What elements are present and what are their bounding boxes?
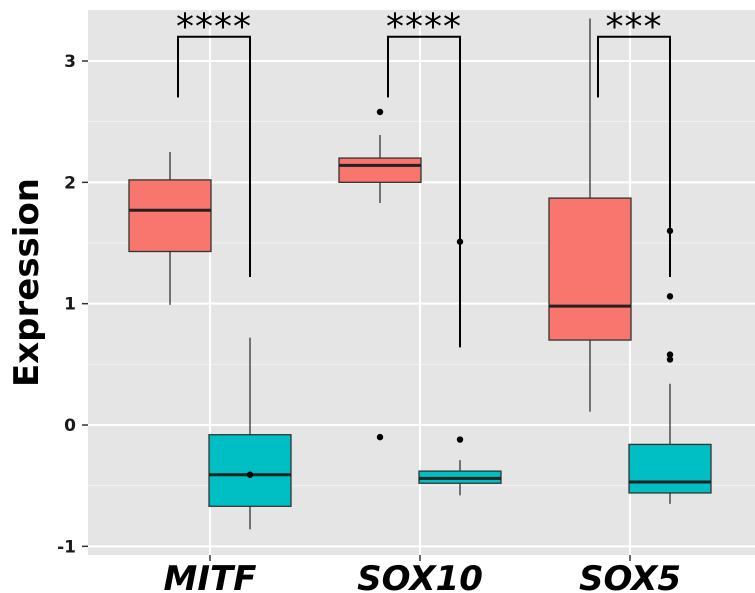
box-body bbox=[208, 434, 292, 507]
significance-bracket-sox5: *** bbox=[597, 7, 671, 277]
y-axis-title: Expression bbox=[7, 178, 47, 387]
y-tick-label: 2 bbox=[64, 173, 76, 193]
outlier-point bbox=[376, 433, 384, 441]
significance-layer: **** **** *** bbox=[176, 7, 671, 348]
box-sox10-series1 bbox=[338, 108, 422, 441]
bracket-line bbox=[597, 35, 671, 277]
box-body bbox=[128, 179, 212, 253]
outlier-point bbox=[666, 293, 674, 300]
y-tick-label: 1 bbox=[64, 295, 76, 315]
outlier-point bbox=[666, 351, 674, 358]
x-category-label: SOX5 bbox=[579, 559, 681, 593]
outlier-point bbox=[376, 108, 384, 116]
bracket-line bbox=[177, 35, 251, 277]
boxes-layer bbox=[128, 18, 712, 530]
box-sox5-series2 bbox=[628, 227, 712, 504]
bracket-line bbox=[387, 35, 461, 348]
significance-bracket-mitf: **** bbox=[176, 7, 252, 277]
x-category-label: SOX10 bbox=[357, 559, 483, 593]
y-tick-label: 3 bbox=[64, 52, 76, 72]
outlier-point bbox=[456, 436, 464, 443]
outlier-point bbox=[666, 356, 674, 363]
outlier-point bbox=[246, 471, 254, 478]
y-axis: -1 0 1 2 3 bbox=[57, 52, 88, 557]
box-sox5-series1 bbox=[548, 18, 632, 412]
x-category-label: MITF bbox=[164, 559, 257, 593]
box-body bbox=[548, 197, 632, 341]
significance-stars: *** bbox=[606, 7, 663, 48]
significance-stars: **** bbox=[176, 7, 252, 48]
significance-stars: **** bbox=[386, 7, 462, 48]
box-mitf-series1 bbox=[128, 152, 212, 305]
significance-bracket-sox10: **** bbox=[386, 7, 462, 348]
y-tick-label: 0 bbox=[64, 416, 76, 436]
box-body bbox=[338, 157, 422, 183]
y-tick-label: -1 bbox=[57, 537, 76, 557]
box-mitf-series2 bbox=[208, 337, 292, 530]
x-axis: MITF SOX10 SOX5 bbox=[164, 555, 681, 593]
box-body bbox=[628, 443, 712, 494]
